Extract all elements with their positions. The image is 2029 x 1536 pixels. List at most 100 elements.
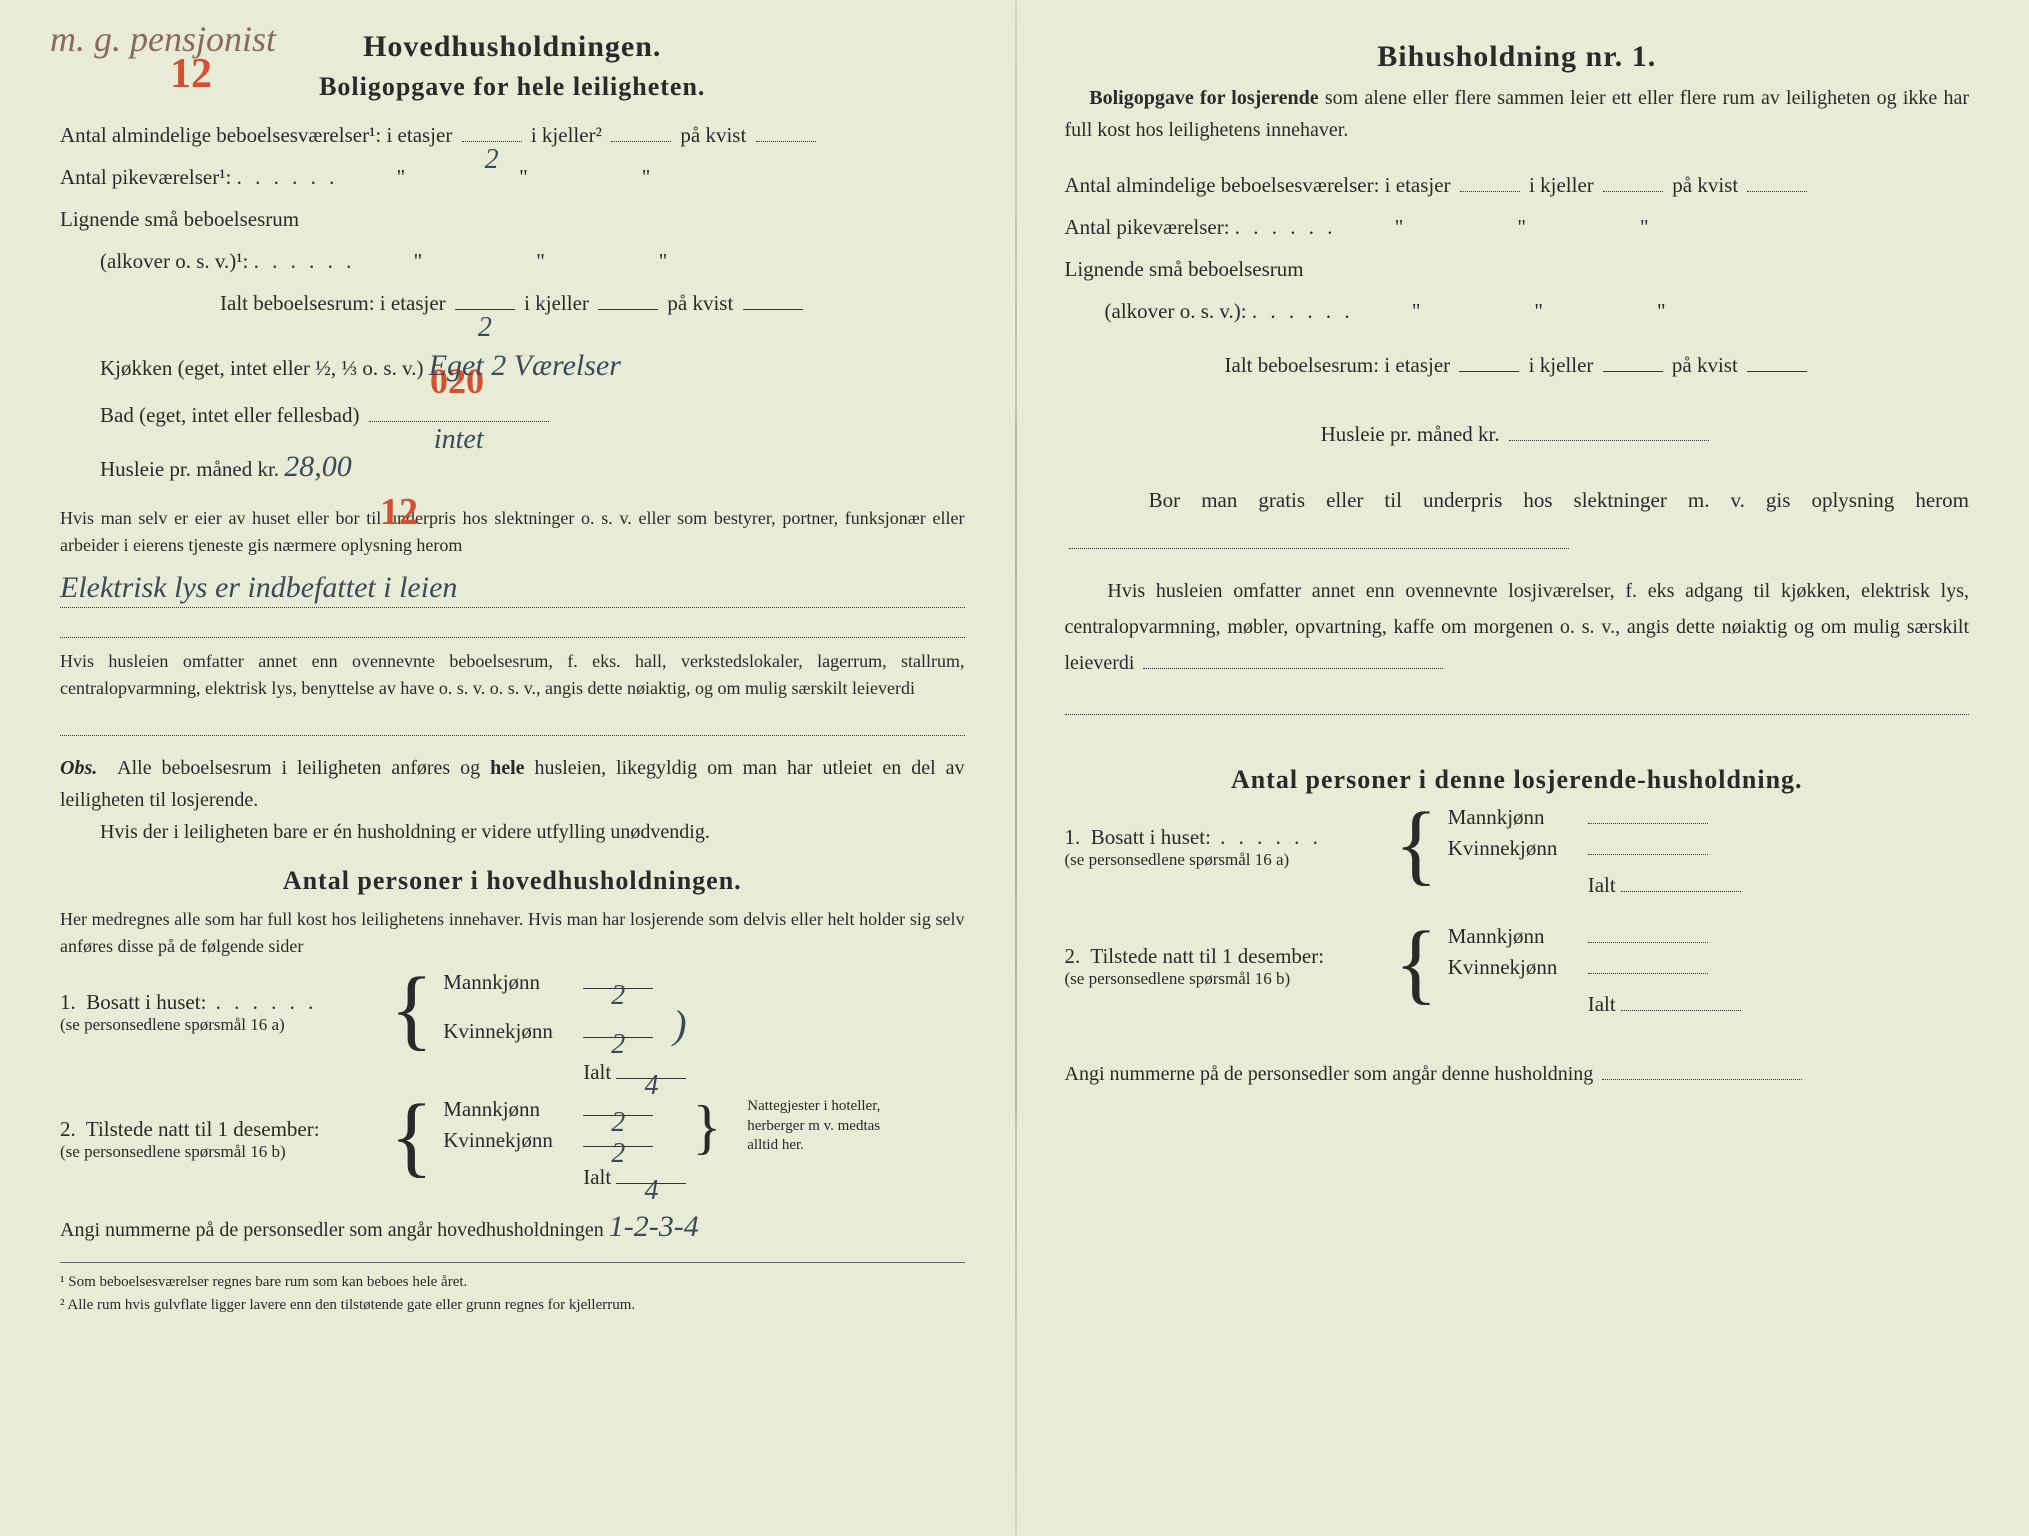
ialt-label: Ialt bbox=[583, 1060, 611, 1085]
q2-sub: (se personsedlene spørsmål 16 b) bbox=[60, 1142, 380, 1162]
kitchen-val: Eget 2 Værelser bbox=[429, 349, 621, 382]
side-note: Nattegjester i hoteller, herberger m v. … bbox=[747, 1097, 887, 1196]
r-total-attic-label: på kvist bbox=[1672, 353, 1738, 377]
rooms-cellar-fill bbox=[611, 141, 671, 142]
q2-left: 2. Tilstede natt til 1 desember: (se per… bbox=[60, 1097, 380, 1162]
q2-f-val: 2 bbox=[583, 1138, 653, 1170]
rooms-line: Antal almindelige beboelsesværelser¹: i … bbox=[60, 116, 965, 156]
dots bbox=[1235, 215, 1337, 239]
r-persons-section-title: Antal personer i denne losjerende-hushol… bbox=[1065, 765, 1970, 795]
brace-close: } bbox=[692, 1097, 721, 1196]
small-rooms-line1: Lignende små beboelsesrum bbox=[60, 200, 965, 240]
r-rooms-attic-fill bbox=[1747, 191, 1807, 192]
q1-male-fill: 2 bbox=[583, 988, 653, 989]
rent-line: Husleie pr. måned kr. 28,00 bbox=[60, 438, 965, 495]
bath-line: Bad (eget, intet eller fellesbad) intet bbox=[60, 396, 965, 436]
alcove-label: (alkover o. s. v.)¹: bbox=[100, 249, 248, 273]
q1-right: Mannkjønn 2 Kvinnekjønn 2 ) Ialt 4 bbox=[443, 970, 964, 1091]
rooms-floor-fill: 2 bbox=[462, 141, 522, 142]
r-total-cellar-label: i kjeller bbox=[1529, 353, 1594, 377]
r-q1-female-fill bbox=[1588, 854, 1708, 855]
q1-total: Ialt 4 bbox=[583, 1060, 964, 1085]
q1-f-val: 2 bbox=[583, 1029, 653, 1061]
handwritten-annotation: m. g. pensjonist bbox=[50, 18, 276, 60]
total-label: Ialt beboelsesrum: i etasjer bbox=[220, 291, 446, 315]
total-attic-label: på kvist bbox=[667, 291, 733, 315]
dots bbox=[1211, 825, 1322, 849]
ialt-label: Ialt bbox=[1588, 992, 1616, 1017]
r-small-rooms-line1: Lignende små beboelsesrum bbox=[1065, 250, 1970, 290]
male-label: Mannkjønn bbox=[1448, 924, 1588, 949]
r-total-rooms-line: Ialt beboelsesrum: i etasjer i kjeller p… bbox=[1065, 346, 1970, 386]
q2-label: Tilstede natt til 1 desember: bbox=[86, 1117, 320, 1141]
brace: { bbox=[1395, 924, 1438, 1004]
footnote-1: ¹ Som beboelsesværelser regnes bare rum … bbox=[60, 1271, 965, 1294]
female-label: Kvinnekjønn bbox=[443, 1128, 583, 1153]
kitchen-line: Kjøkken (eget, intet eller ½, ⅓ o. s. v.… bbox=[60, 337, 965, 394]
r-total-label: Ialt beboelsesrum: i etasjer bbox=[1225, 353, 1451, 377]
ditto: " " " bbox=[1342, 215, 1657, 239]
q2-fields: Mannkjønn 2 Kvinnekjønn 2 Ialt 4 bbox=[443, 1097, 686, 1196]
male-label: Mannkjønn bbox=[443, 970, 583, 995]
total-cellar-label: i kjeller bbox=[524, 291, 589, 315]
q1-row: 1. Bosatt i huset: (se personsedlene spø… bbox=[60, 970, 965, 1091]
obs-bold: hele bbox=[490, 757, 524, 779]
r-q1-left: 1. Bosatt i huset: (se personsedlene spø… bbox=[1065, 805, 1385, 870]
r-q2-left: 2. Tilstede natt til 1 desember: (se per… bbox=[1065, 924, 1385, 989]
r-rent-fill bbox=[1509, 440, 1709, 441]
persons-section-note: Her medregnes alle som har full kost hos… bbox=[60, 906, 965, 960]
r-total-attic-fill bbox=[1747, 371, 1807, 372]
female-label: Kvinnekjønn bbox=[1448, 836, 1588, 861]
obs-text3: Hvis der i leiligheten bare er én hushol… bbox=[100, 821, 710, 843]
r-q1-female: Kvinnekjønn bbox=[1448, 836, 1969, 861]
r-q2-male: Mannkjønn bbox=[1448, 924, 1969, 949]
q1-sub: (se personsedlene spørsmål 16 a) bbox=[60, 1015, 380, 1035]
r-q2-sub: (se personsedlene spørsmål 16 b) bbox=[1065, 969, 1385, 989]
r-rooms-label: Antal almindelige beboelsesværelser: i e… bbox=[1065, 173, 1451, 197]
ditto: " " " bbox=[1359, 299, 1674, 323]
r-q2-row: 2. Tilstede natt til 1 desember: (se per… bbox=[1065, 924, 1970, 1023]
r-rent-note: Hvis husleien omfatter annet enn ovennev… bbox=[1065, 573, 1970, 681]
ditto: " " " bbox=[344, 165, 659, 189]
r-bottom-label: Angi nummerne på de personsedler som ang… bbox=[1065, 1063, 1594, 1085]
r-alcove-label: (alkover o. s. v.): bbox=[1105, 299, 1247, 323]
dots bbox=[206, 990, 317, 1014]
q1-female: Kvinnekjønn 2 ) bbox=[443, 1001, 964, 1048]
bath-label: Bad (eget, intet eller fellesbad) bbox=[100, 403, 359, 427]
rooms-label: Antal almindelige beboelsesværelser¹: i … bbox=[60, 123, 452, 147]
check-mark: ) bbox=[673, 1001, 686, 1048]
r-rent-note-text: Hvis husleien omfatter annet enn ovennev… bbox=[1065, 580, 1970, 674]
q1-left: 1. Bosatt i huset: (se personsedlene spø… bbox=[60, 970, 380, 1035]
r-blank-line bbox=[1065, 691, 1970, 715]
maid-line: Antal pikeværelser¹: " " " bbox=[60, 158, 965, 198]
r-rooms-cellar-label: i kjeller bbox=[1529, 173, 1594, 197]
hw-note-line: Elektrisk lys er indbefattet i leien bbox=[60, 569, 965, 608]
footnote-2: ² Alle rum hvis gulvflate ligger lavere … bbox=[60, 1294, 965, 1317]
brace: { bbox=[390, 970, 433, 1050]
red-mark-12a: 12 bbox=[170, 50, 212, 98]
r-free-text: Bor man gratis eller til underpris hos s… bbox=[1149, 488, 1969, 512]
r-total-cellar-fill bbox=[1603, 371, 1663, 372]
r-q2-right: Mannkjønn Kvinnekjønn Ialt bbox=[1448, 924, 1969, 1023]
r-q1-sub: (se personsedlene spørsmål 16 a) bbox=[1065, 850, 1385, 870]
q2-male-fill: 2 bbox=[583, 1115, 653, 1116]
q1-total-fill: 4 bbox=[616, 1078, 686, 1079]
r-bottom-fill bbox=[1602, 1079, 1802, 1080]
r-q2-male-fill bbox=[1588, 942, 1708, 943]
r-q2-label: Tilstede natt til 1 desember: bbox=[1090, 944, 1324, 968]
r-q2-total: Ialt bbox=[1588, 992, 1969, 1017]
blank-line-2 bbox=[60, 712, 965, 736]
right-title: Bihusholdning nr. 1. bbox=[1065, 40, 1970, 74]
r-small-rooms-line2: (alkover o. s. v.): " " " bbox=[1065, 292, 1970, 332]
r-q2-female-fill bbox=[1588, 973, 1708, 974]
total-attic-fill bbox=[743, 309, 803, 310]
q2-m-val: 2 bbox=[583, 1107, 653, 1139]
r-bottom-line: Angi nummerne på de personsedler som ang… bbox=[1065, 1063, 1970, 1086]
r-q1-male: Mannkjønn bbox=[1448, 805, 1969, 830]
total-rooms-line: Ialt beboelsesrum: i etasjer 2 i kjeller… bbox=[60, 284, 965, 324]
rent-label: Husleie pr. måned kr. bbox=[100, 457, 279, 481]
female-label: Kvinnekjønn bbox=[443, 1019, 583, 1044]
r-rooms-line: Antal almindelige beboelsesværelser: i e… bbox=[1065, 166, 1970, 206]
total-floor-fill: 2 bbox=[455, 309, 515, 310]
brace: { bbox=[1395, 805, 1438, 885]
